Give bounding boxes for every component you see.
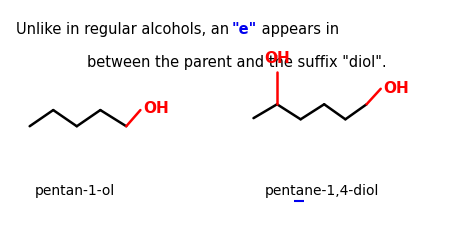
Text: OH: OH (143, 101, 168, 116)
Text: "e": "e" (232, 22, 257, 37)
Text: pentan-1-ol: pentan-1-ol (34, 184, 115, 198)
Text: OH: OH (383, 80, 409, 96)
Text: OH: OH (264, 51, 290, 66)
Text: Unlike in regular alcohols, an: Unlike in regular alcohols, an (16, 22, 233, 37)
Text: between the parent and the suffix "diol".: between the parent and the suffix "diol"… (87, 55, 387, 69)
Text: appears in: appears in (257, 22, 339, 37)
Text: pentane-1,4-diol: pentane-1,4-diol (264, 184, 379, 198)
